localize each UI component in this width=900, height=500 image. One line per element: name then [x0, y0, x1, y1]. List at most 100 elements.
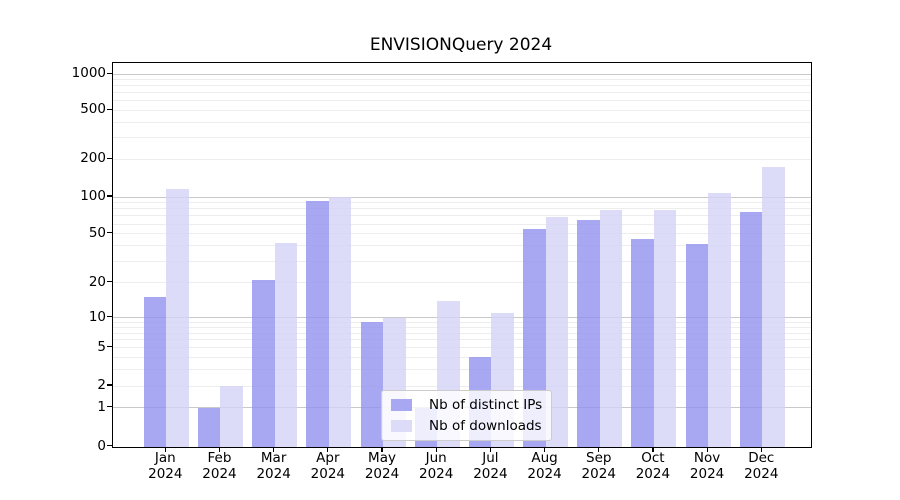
gridline-minor — [113, 158, 811, 160]
bar-nb-of-distinct-ips-jan — [143, 297, 167, 447]
y-axis-tick — [107, 195, 112, 197]
gridline-major — [113, 196, 811, 198]
x-axis-tick — [598, 447, 600, 452]
x-axis-tick — [706, 447, 708, 452]
legend-item-downloads: Nb of downloads — [391, 418, 542, 434]
y-axis-tick-label: 0 — [97, 437, 106, 454]
gridline-minor — [113, 223, 811, 225]
x-axis-tick — [489, 447, 491, 452]
y-axis-tick-label: 1 — [97, 398, 106, 415]
y-axis-tick — [107, 232, 112, 234]
bar-nb-of-distinct-ips-may — [360, 322, 384, 447]
x-axis-tick — [652, 447, 654, 452]
gridline-minor — [113, 121, 811, 123]
gridline-minor — [113, 92, 811, 94]
y-axis-tick-label: 2 — [97, 377, 106, 393]
bar-nb-of-distinct-ips-dec — [739, 212, 763, 447]
legend-label-downloads: Nb of downloads — [429, 418, 542, 434]
x-axis-tick-label: Oct 2024 — [635, 450, 671, 482]
gridline-minor — [113, 79, 811, 81]
gridline-minor — [113, 282, 811, 284]
legend-item-distinct-ips: Nb of distinct IPs — [391, 397, 542, 413]
y-axis-tick-label: 500 — [80, 101, 106, 118]
x-axis-tick-label: Sep 2024 — [581, 450, 616, 482]
x-axis-tick-label: Aug 2024 — [527, 450, 562, 482]
y-axis-tick-label: 5 — [97, 338, 106, 355]
y-axis-tick — [107, 346, 112, 348]
bar-nb-of-downloads-nov — [708, 193, 731, 447]
gridline-major — [113, 73, 811, 75]
x-axis-tick — [543, 447, 546, 452]
x-axis-tick — [273, 447, 275, 452]
y-axis-tick — [107, 406, 112, 408]
bar-nb-of-downloads-oct — [653, 210, 677, 447]
bar-nb-of-downloads-apr — [328, 197, 352, 447]
x-axis-tick — [435, 447, 437, 452]
x-axis-tick-label: Jul 2024 — [473, 450, 508, 482]
x-axis-tick — [164, 447, 166, 452]
x-axis-tick-label: Feb 2024 — [202, 450, 237, 482]
bar-nb-of-distinct-ips-oct — [631, 239, 654, 447]
gridline-minor — [113, 245, 811, 247]
chart-title: ENVISIONQuery 2024 — [369, 35, 553, 55]
y-axis-tick — [107, 108, 112, 110]
y-axis-tick-label: 10 — [88, 308, 106, 325]
x-axis-tick-label: Jun 2024 — [419, 450, 454, 482]
x-axis-tick — [760, 447, 762, 452]
gridline-minor — [113, 368, 811, 370]
gridline-minor — [113, 356, 811, 358]
gridline-major — [113, 317, 811, 319]
bar-nb-of-downloads-feb — [220, 386, 243, 447]
x-axis-tick-label: Mar 2024 — [256, 450, 291, 482]
y-axis-tick — [107, 384, 112, 386]
bar-nb-of-downloads-dec — [762, 166, 785, 447]
bar-nb-of-downloads-sep — [599, 210, 623, 447]
bar-nb-of-distinct-ips-feb — [197, 407, 221, 447]
x-axis-tick — [381, 447, 383, 452]
gridline-minor — [113, 321, 811, 323]
bar-nb-of-downloads-mar — [274, 243, 298, 447]
legend-swatch-distinct-ips — [391, 399, 412, 411]
legend: Nb of distinct IPs Nb of downloads — [381, 390, 553, 441]
gridline-minor — [113, 385, 811, 387]
gridline-minor — [113, 202, 811, 204]
bar-nb-of-distinct-ips-apr — [306, 201, 329, 447]
gridline-minor — [113, 109, 811, 111]
x-axis-tick-label: Nov 2024 — [689, 450, 725, 482]
y-axis-tick — [107, 444, 112, 447]
gridline-minor — [113, 233, 811, 235]
y-axis-tick — [107, 316, 112, 318]
plot-area: Nb of distinct IPs Nb of downloads — [112, 62, 812, 448]
gridline-minor — [113, 260, 811, 262]
gridline-minor — [113, 137, 811, 139]
x-axis-tick-label: Apr 2024 — [310, 450, 345, 482]
gridline-minor — [113, 347, 811, 349]
x-axis-tick-label: Dec 2024 — [744, 450, 779, 482]
gridline-minor — [113, 339, 811, 341]
y-axis-tick — [107, 72, 112, 74]
gridline-minor — [113, 215, 811, 217]
y-axis-tick-label: 200 — [80, 150, 106, 167]
x-axis-tick-label: May 2024 — [364, 450, 400, 482]
x-axis-tick-label: Jan 2024 — [148, 450, 183, 482]
y-axis-tick-label: 50 — [88, 224, 106, 241]
gridline-minor — [113, 332, 811, 334]
legend-swatch-downloads — [391, 420, 412, 432]
x-axis-tick — [218, 447, 221, 452]
legend-label-distinct-ips: Nb of distinct IPs — [429, 397, 543, 413]
y-axis-tick — [107, 157, 112, 159]
gridline-minor — [113, 100, 811, 102]
y-axis-tick-label: 20 — [88, 273, 106, 290]
bar-nb-of-downloads-aug — [545, 216, 569, 447]
bar-nb-of-distinct-ips-sep — [577, 219, 600, 447]
x-axis-tick — [327, 447, 329, 452]
gridline-minor — [113, 208, 811, 210]
y-axis-tick — [107, 281, 112, 283]
bar-nb-of-distinct-ips-nov — [685, 244, 709, 447]
y-axis-tick-label: 1000 — [71, 65, 106, 82]
bar-nb-of-distinct-ips-mar — [252, 280, 275, 447]
gridline-minor — [113, 85, 811, 87]
gridline-minor — [113, 326, 811, 328]
bar-nb-of-downloads-jan — [166, 189, 189, 447]
